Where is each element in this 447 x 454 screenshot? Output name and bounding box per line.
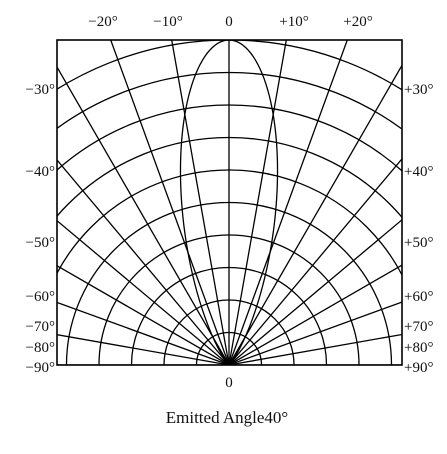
- left-tick-label: −80°: [26, 340, 55, 356]
- radial-ring: [57, 71, 402, 131]
- angle-spoke: [228, 301, 402, 365]
- angle-spoke: [57, 264, 230, 365]
- left-tick-label: −60°: [26, 289, 55, 305]
- left-tick-label: −40°: [26, 164, 55, 180]
- angle-spoke: [57, 65, 230, 365]
- right-tick-label: +40°: [404, 164, 433, 180]
- plot-frame: [56, 39, 403, 366]
- right-tick-label: +30°: [404, 82, 433, 98]
- right-tick-label: +90°: [404, 360, 433, 376]
- emission-curve: [179, 40, 279, 365]
- top-tick-label: −20°: [88, 14, 117, 30]
- top-tick-label: +20°: [343, 14, 372, 30]
- top-tick-label: −10°: [153, 14, 182, 30]
- angle-spoke: [57, 301, 230, 365]
- angle-spoke: [171, 40, 230, 365]
- emission-pattern-line: [179, 40, 279, 365]
- bottom-tick-label: 0: [225, 375, 233, 391]
- angle-spoke: [228, 218, 402, 365]
- angle-spoke: [110, 40, 230, 365]
- right-tick-label: +80°: [404, 340, 433, 356]
- angle-spoke: [57, 159, 230, 365]
- angle-spoke: [228, 40, 287, 365]
- right-tick-label: +50°: [404, 235, 433, 251]
- angle-spoke: [228, 264, 402, 365]
- chart-caption: Emitted Angle40°: [166, 408, 288, 427]
- top-tick-label: +10°: [279, 14, 308, 30]
- left-tick-label: −50°: [26, 235, 55, 251]
- angle-spoke: [228, 64, 402, 365]
- left-tick-label: −70°: [26, 319, 55, 335]
- angle-spoke: [228, 157, 402, 365]
- left-tick-label: −90°: [26, 360, 55, 376]
- radial-ring: [57, 136, 402, 219]
- polar-grid: [57, 40, 402, 365]
- right-tick-label: +70°: [404, 319, 433, 335]
- left-tick-label: −30°: [26, 82, 55, 98]
- top-tick-label: 0: [225, 14, 233, 30]
- angle-spoke: [228, 333, 402, 365]
- angle-spoke: [57, 334, 230, 365]
- right-tick-label: +60°: [404, 289, 433, 305]
- angle-spoke: [57, 219, 230, 365]
- angle-spoke: [228, 40, 348, 365]
